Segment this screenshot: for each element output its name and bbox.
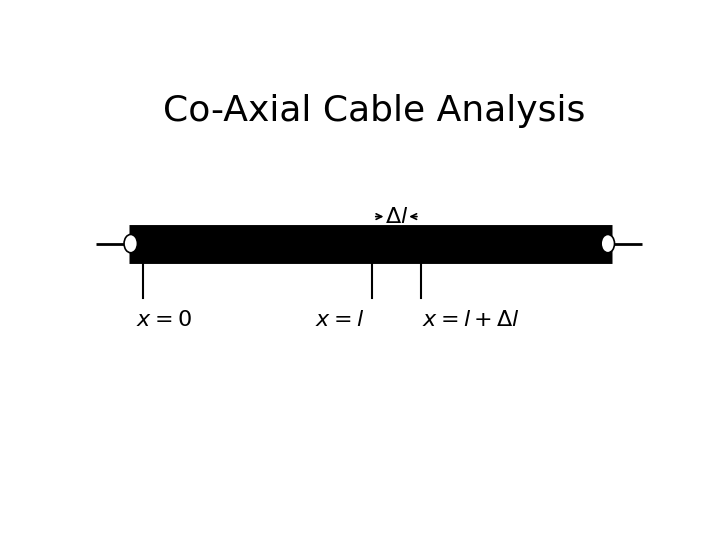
Ellipse shape <box>601 234 615 253</box>
Text: $x = l + \Delta l$: $x = l + \Delta l$ <box>422 310 520 330</box>
Text: $x = 0$: $x = 0$ <box>136 310 192 330</box>
Text: Co-Axial Cable Analysis: Co-Axial Cable Analysis <box>163 94 585 128</box>
Text: $x = l$: $x = l$ <box>315 310 364 330</box>
Ellipse shape <box>124 234 138 253</box>
Text: $\Delta l$: $\Delta l$ <box>384 207 408 227</box>
